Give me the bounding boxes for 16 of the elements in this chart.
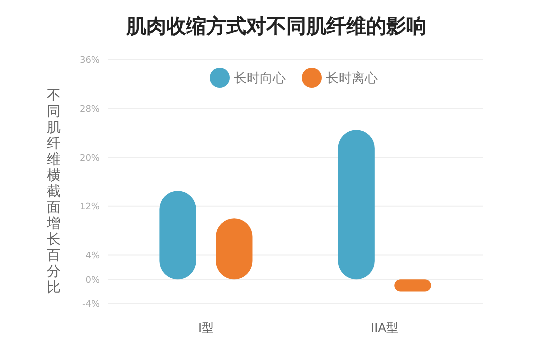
y-tick-label: 28% [80,104,100,115]
legend-label: 长时向心 [234,70,286,87]
legend-label: 长时离心 [326,70,378,87]
bar [338,130,375,280]
y-tick-label: 36% [80,56,100,66]
y-tick-label: 0% [86,276,100,286]
x-tick-label: I型 [198,321,214,335]
y-tick-label: 20% [80,154,100,164]
chart-title: 肌肉收缩方式对不同肌纤维的影响 [126,14,426,38]
bar [394,280,432,292]
y-tick-label: 4% [86,251,100,262]
y-tick-label: 12% [80,202,100,213]
x-tick-label: IIA型 [371,321,398,335]
bar [160,191,196,280]
y-tick-label: -4% [82,300,100,310]
text: 不同肌纤维横截面增长百分比 [47,88,61,296]
